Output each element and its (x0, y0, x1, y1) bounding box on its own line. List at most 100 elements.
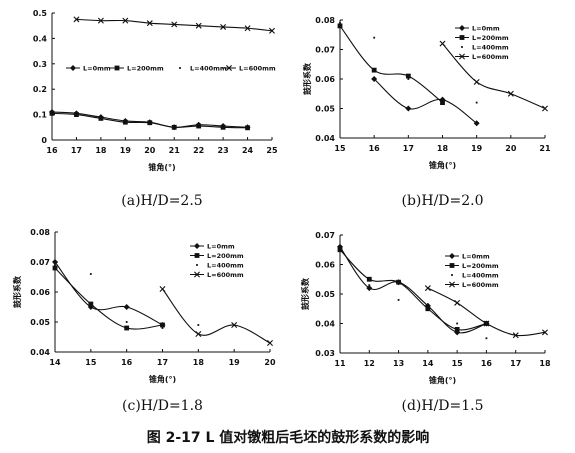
y-tick-label: 0.05 (315, 105, 335, 114)
series-line (427, 287, 546, 337)
series-l0mm (371, 76, 480, 127)
data-point (197, 324, 200, 326)
x-tick-label: 18 (95, 146, 107, 155)
y-tick-label: 0.06 (30, 288, 50, 297)
data-point (231, 322, 238, 328)
data-point (75, 113, 78, 116)
x-tick-label: 15 (334, 144, 346, 153)
y-tick-label: 0.1 (33, 111, 48, 120)
data-point (475, 101, 478, 104)
panel-caption: (c)H/D=1.8 (122, 398, 203, 414)
legend-label: L=400mm (190, 65, 227, 73)
y-tick-label: 0.07 (315, 231, 335, 240)
data-point (366, 276, 372, 282)
data-point (171, 124, 177, 130)
legend-label: L=200mm (462, 262, 499, 270)
data-point (366, 285, 373, 292)
x-tick-label: 14 (422, 359, 434, 368)
data-point (339, 22, 341, 24)
data-point (73, 16, 80, 23)
x-tick-label: 19 (229, 358, 241, 367)
y-tick-label: 0.2 (33, 85, 47, 94)
y-tick-label: 0.07 (30, 258, 50, 267)
data-point (123, 304, 130, 310)
data-point (368, 284, 371, 287)
y-tick-label: 0.06 (315, 261, 335, 270)
x-tick-label: 19 (471, 144, 483, 153)
series-line (339, 249, 487, 331)
data-point (161, 327, 164, 329)
data-point (473, 78, 480, 85)
legend-label: L=600mm (472, 53, 509, 61)
legend-label: L=400mm (462, 272, 499, 280)
data-point (246, 126, 249, 129)
x-tick-label: 22 (193, 146, 204, 155)
series-line (373, 78, 477, 124)
legend-marker (194, 271, 200, 278)
panel-caption: (d)H/D=1.5 (401, 398, 483, 414)
x-axis-label: 锥角(°) (429, 160, 456, 170)
data-point (512, 332, 519, 339)
y-tick-label: 0.04 (30, 348, 50, 357)
data-point (124, 325, 130, 331)
legend-label: L=600mm (207, 271, 244, 279)
x-tick-label: 20 (264, 358, 276, 367)
series-l200mm (52, 265, 165, 331)
legend-marker (449, 281, 455, 288)
data-point (195, 331, 202, 337)
x-tick-label: 24 (242, 146, 254, 155)
y-tick-label: 0.3 (33, 60, 47, 69)
data-point (405, 105, 412, 112)
data-point (507, 90, 514, 97)
data-point (89, 273, 92, 275)
x-tick-label: 23 (218, 146, 229, 155)
series-line (162, 288, 271, 344)
data-point (542, 105, 548, 112)
legend-label: L=400mm (207, 262, 244, 270)
series-l600mm (159, 286, 273, 346)
data-point (196, 123, 202, 129)
x-tick-label: 18 (193, 358, 205, 367)
y-tick-label: 0.4 (33, 34, 48, 43)
x-tick-label: 18 (437, 144, 449, 153)
y-tick-label: 0.04 (315, 320, 335, 329)
data-point (405, 73, 411, 79)
data-point (454, 327, 460, 332)
x-tick-label: 20 (144, 146, 156, 155)
legend-label: L=0mm (462, 253, 490, 261)
legend-label: L=200mm (207, 252, 244, 260)
x-tick-label: 18 (539, 359, 551, 368)
data-point (159, 286, 166, 292)
legend-marker (70, 65, 76, 71)
panel-a: 0 0.1 0.2 0.3 0.4 0.5 16 17 18 19 20 21 22 23 24 25 锥角(°… (33, 9, 278, 209)
x-tick-label: 15 (85, 358, 97, 367)
legend-marker (194, 243, 200, 249)
series-line (442, 43, 546, 110)
y-axis-label: 鼓形系数 (300, 277, 310, 310)
x-tick-label: 14 (49, 358, 61, 367)
legend-marker (459, 35, 465, 40)
legend-marker (114, 65, 120, 71)
data-point (52, 265, 58, 271)
data-point (173, 125, 176, 127)
data-point (99, 117, 102, 120)
data-point (439, 40, 446, 47)
y-tick-label: 0.08 (30, 228, 50, 237)
data-point (396, 279, 401, 285)
legend-label: L=400mm (472, 44, 509, 52)
data-point (267, 340, 273, 346)
y-tick-label: 0.08 (315, 16, 335, 25)
data-point (337, 23, 343, 29)
legend-marker (449, 263, 455, 268)
x-tick-label: 25 (266, 146, 278, 155)
data-point (146, 20, 153, 27)
data-point (52, 259, 58, 265)
x-tick-label: 16 (369, 144, 381, 153)
legend-label: L=600mm (239, 65, 276, 73)
legend-label: L=200mm (472, 34, 509, 42)
data-point (220, 23, 227, 30)
data-point (371, 67, 377, 73)
